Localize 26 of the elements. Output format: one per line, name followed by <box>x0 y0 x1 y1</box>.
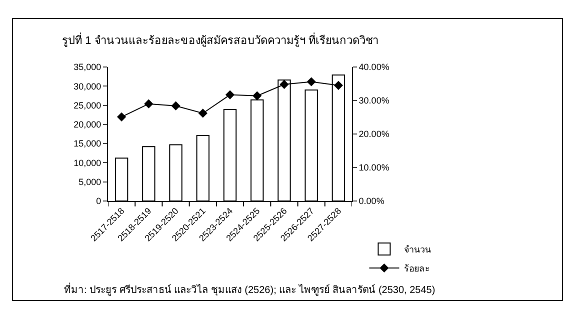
point <box>171 101 180 110</box>
y-tick-label: 30,000 <box>74 81 102 92</box>
text: ที่มา: ประยูร ศรีประสาธน์ และวิไล ชุมแสง (2526); และ ไพฑูรย์ สินลารัตน์ (2530, 2545) <box>64 282 436 296</box>
point <box>198 108 208 118</box>
y2-tick-label: 20.00% <box>358 129 390 140</box>
y-tick-label: 25,000 <box>74 100 102 110</box>
y2-tick-label: 0.00% <box>358 196 384 206</box>
point <box>280 80 289 89</box>
point <box>225 90 235 100</box>
legend-label: ร้อยละ <box>404 264 430 274</box>
y-tick-label: 0 <box>96 196 102 206</box>
y-tick-label: 35,000 <box>74 62 102 72</box>
chart-title: รูปที่ 1 จำนวนและร้อยละของผู้สมัครสอบวัดความรู้ฯ ที่เรียนกวดวิชา <box>62 32 378 47</box>
legend-label: จำนวน <box>404 244 432 255</box>
point <box>306 77 316 86</box>
y-tick-label: 15,000 <box>74 138 102 149</box>
y-tick-label: 5,000 <box>78 177 102 188</box>
point <box>334 80 343 90</box>
y2-tick-label: 30.00% <box>358 96 390 106</box>
y-tick-label: 20,000 <box>74 120 102 130</box>
y2-tick-label: 10.00% <box>358 162 390 173</box>
y2-tick-label: 40.00% <box>358 62 390 72</box>
point <box>252 91 262 100</box>
point <box>144 99 154 108</box>
point <box>117 112 126 122</box>
y-tick-label: 10,000 <box>74 158 102 168</box>
